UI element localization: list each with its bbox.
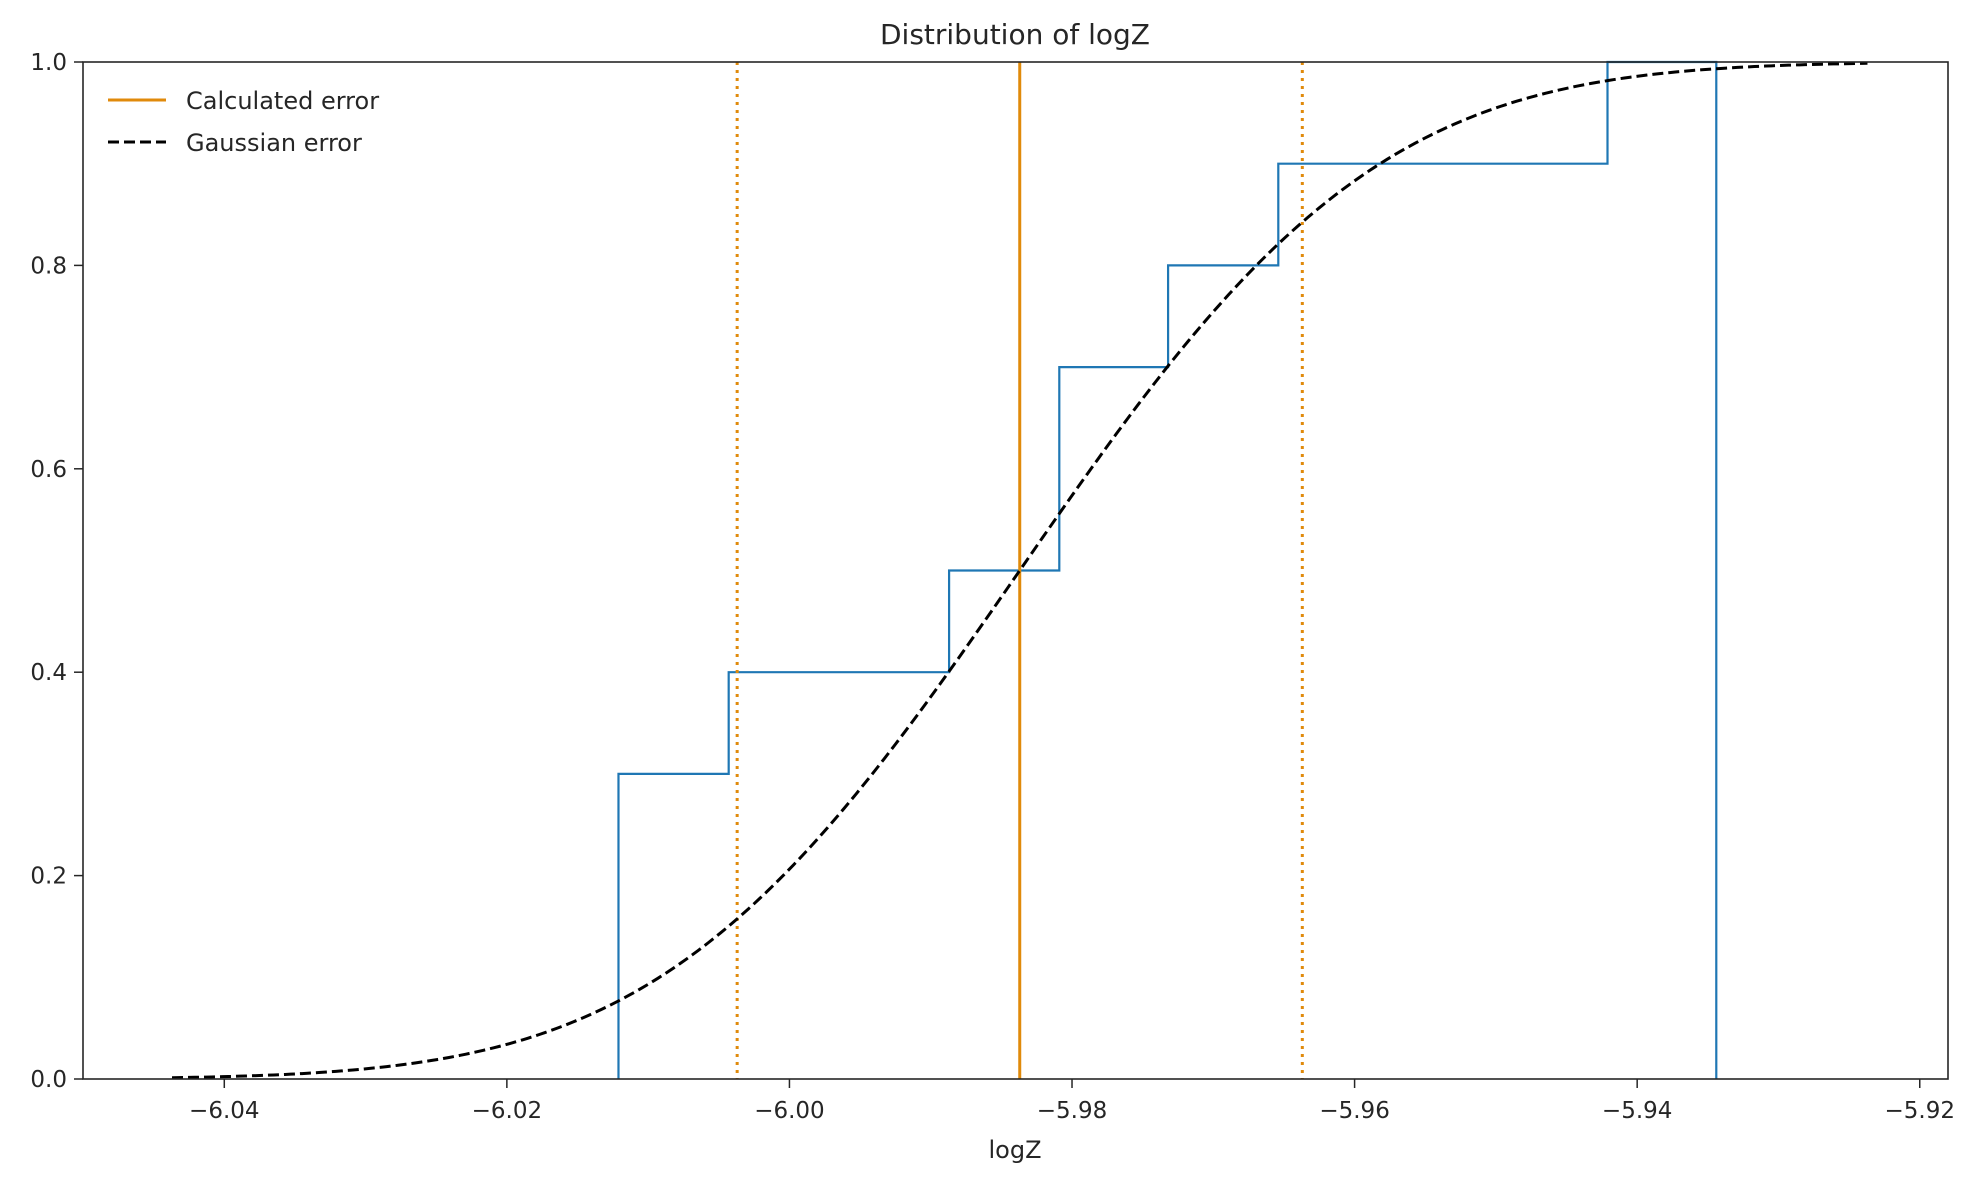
y-tick-label: 0.8 [30,253,67,279]
x-tick-label: −6.02 [472,1098,542,1124]
x-axis-ticks: −6.04 −6.02 −6.00 −5.98 −5.96 −5.94 −5.92 [189,1079,1955,1124]
x-tick-label: −5.98 [1037,1098,1107,1124]
x-tick-label: −5.94 [1602,1098,1672,1124]
x-tick-label: −6.04 [189,1098,259,1124]
x-axis-label: logZ [988,1136,1041,1164]
x-tick-label: −5.96 [1319,1098,1389,1124]
plot-area [171,60,1868,1080]
y-axis-ticks: 0.0 0.2 0.4 0.6 0.8 1.0 [30,50,83,1093]
y-tick-label: 0.4 [30,660,67,686]
ecdf-step-line [617,60,1718,1079]
x-tick-label: −6.00 [754,1098,824,1124]
y-tick-label: 1.0 [30,50,67,76]
y-tick-label: 0.0 [30,1067,67,1093]
y-tick-label: 0.2 [30,864,67,890]
legend-label-calculated-error: Calculated error [186,87,379,115]
legend: Calculated error Gaussian error [108,87,379,157]
legend-label-gaussian-error: Gaussian error [186,129,362,157]
plot-frame [82,61,1949,1080]
chart-title: Distribution of logZ [880,18,1150,51]
y-tick-label: 0.6 [30,457,67,483]
x-tick-label: −5.92 [1884,1098,1954,1124]
